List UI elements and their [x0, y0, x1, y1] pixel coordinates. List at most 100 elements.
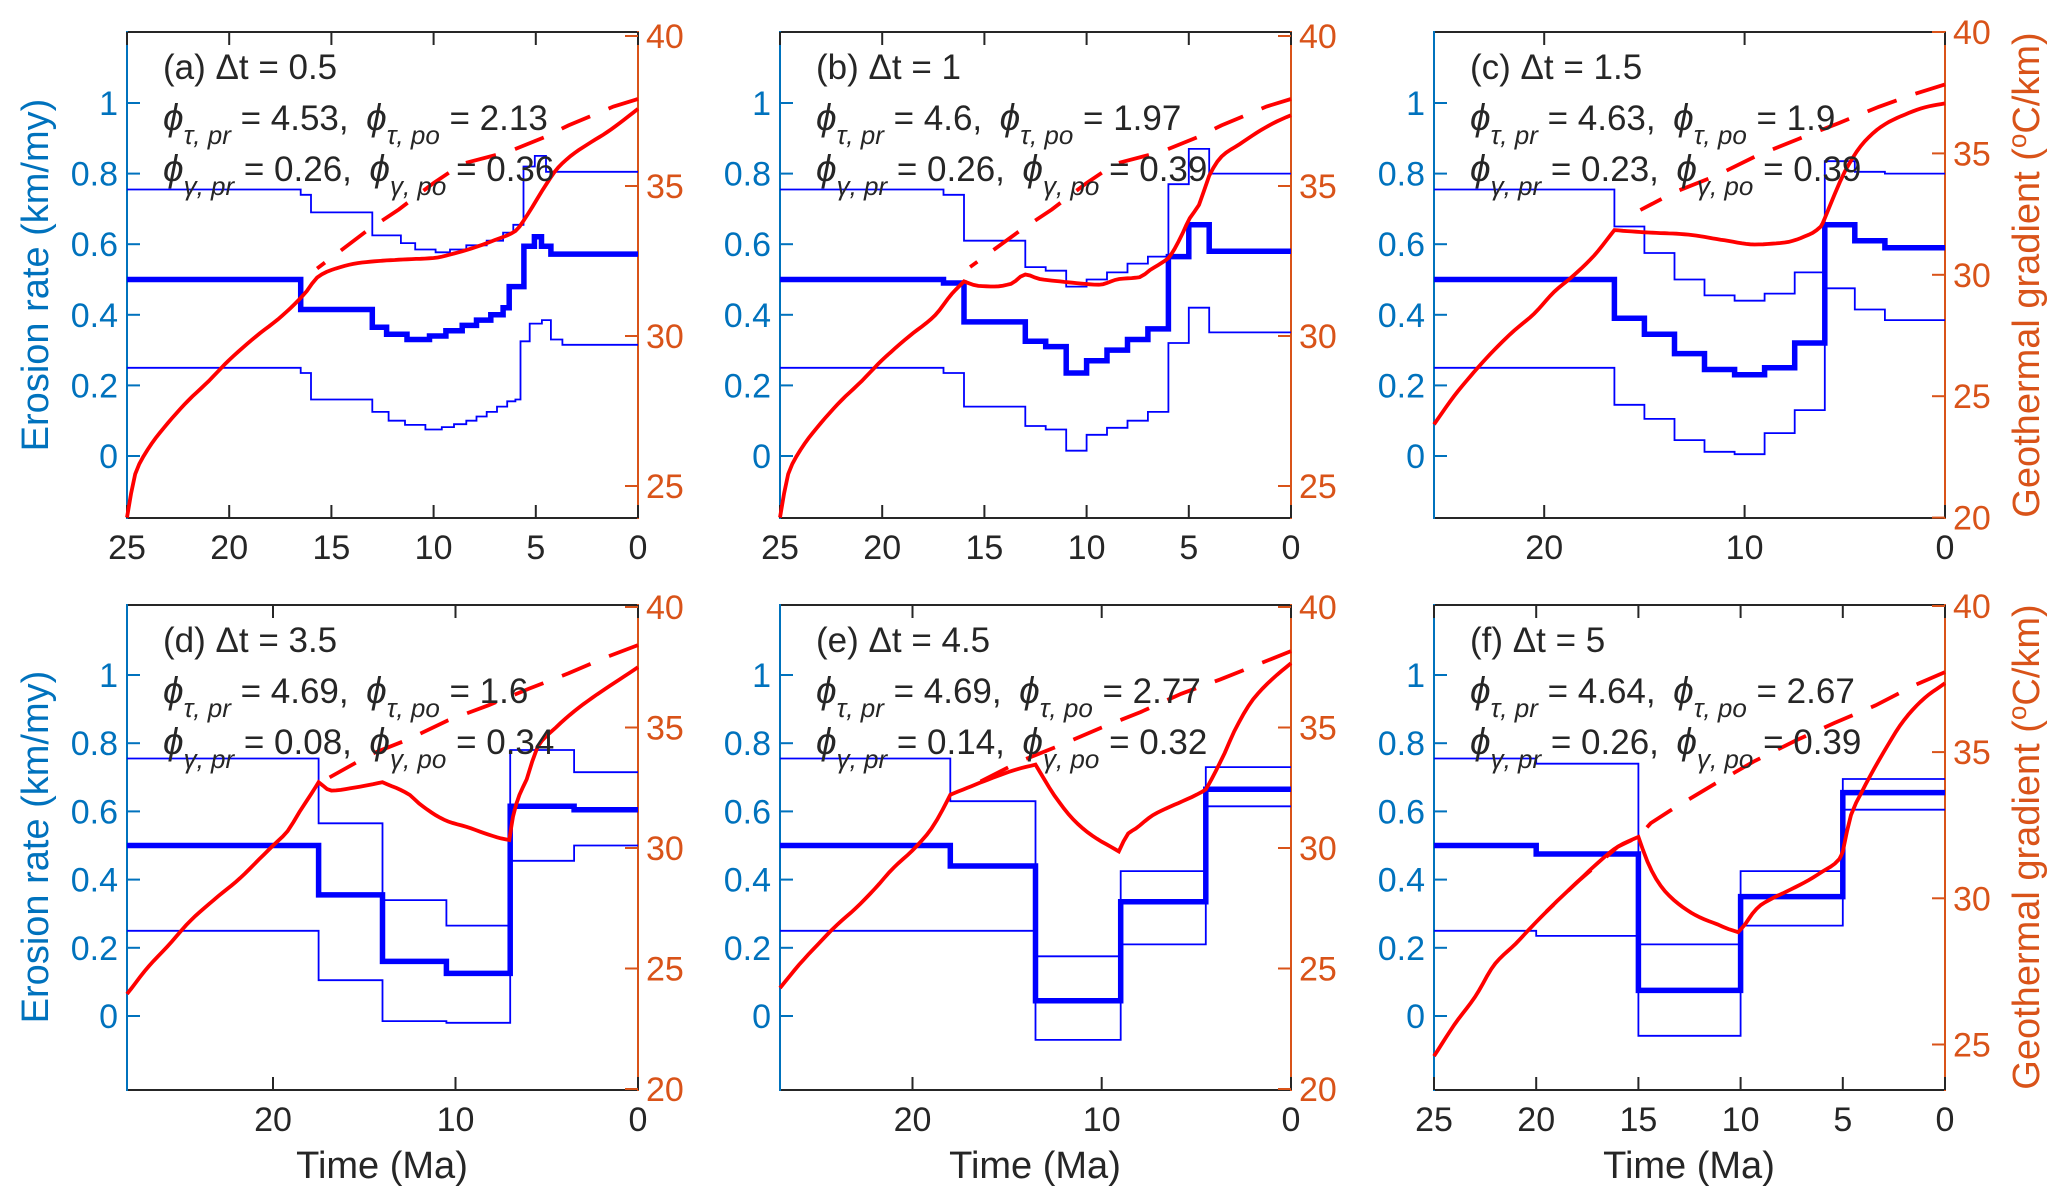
svg-text:25: 25	[108, 529, 146, 567]
svg-text:15: 15	[312, 529, 350, 567]
svg-text:25: 25	[761, 529, 799, 567]
svg-text:40: 40	[1299, 589, 1337, 627]
svg-text:25: 25	[1953, 378, 1991, 416]
svg-text:ϕτ, pr = 4.6, ϕτ, po = 1.97: ϕτ, pr = 4.6, ϕτ, po = 1.97	[816, 97, 1181, 150]
svg-text:ϕγ, pr = 0.26, ϕγ, po = 0.39: ϕγ, pr = 0.26, ϕγ, po = 0.39	[1470, 721, 1861, 774]
svg-text:0.8: 0.8	[1378, 156, 1425, 194]
svg-text:ϕγ, pr = 0.26, ϕγ, po = 0.39: ϕγ, pr = 0.26, ϕγ, po = 0.39	[816, 148, 1207, 201]
svg-text:5: 5	[526, 529, 545, 567]
svg-text:1: 1	[99, 85, 118, 123]
svg-text:0: 0	[752, 998, 771, 1036]
svg-text:0.4: 0.4	[724, 297, 771, 335]
svg-text:Time (Ma): Time (Ma)	[296, 1145, 468, 1187]
svg-text:1: 1	[752, 657, 771, 695]
svg-text:(f) Δt = 5: (f) Δt = 5	[1470, 621, 1605, 660]
svg-text:(e) Δt = 4.5: (e) Δt = 4.5	[816, 621, 990, 660]
svg-text:35: 35	[1299, 710, 1337, 748]
svg-text:Geothermal gradient (oC/km): Geothermal gradient (oC/km)	[2002, 32, 2048, 517]
svg-text:10: 10	[1722, 1101, 1760, 1139]
svg-text:15: 15	[1619, 1101, 1657, 1139]
svg-text:0: 0	[1282, 1101, 1301, 1139]
svg-text:5: 5	[1833, 1101, 1852, 1139]
svg-text:30: 30	[646, 830, 684, 868]
svg-text:(a) Δt = 0.5: (a) Δt = 0.5	[163, 48, 337, 87]
svg-text:0: 0	[1936, 1101, 1955, 1139]
svg-text:1: 1	[752, 85, 771, 123]
svg-text:0: 0	[629, 529, 648, 567]
svg-text:0.6: 0.6	[1378, 226, 1425, 264]
svg-text:0.8: 0.8	[1378, 725, 1425, 763]
svg-text:Geothermal gradient (oC/km): Geothermal gradient (oC/km)	[2002, 604, 2048, 1089]
svg-text:Erosion rate (km/my): Erosion rate (km/my)	[15, 99, 57, 452]
svg-text:20: 20	[254, 1101, 292, 1139]
svg-text:30: 30	[1953, 257, 1991, 295]
svg-text:0.4: 0.4	[724, 862, 771, 900]
svg-text:10: 10	[1083, 1101, 1121, 1139]
svg-text:ϕτ, pr = 4.69, ϕτ, po = 1.6: ϕτ, pr = 4.69, ϕτ, po = 1.6	[163, 670, 528, 723]
svg-text:0: 0	[1406, 998, 1425, 1036]
svg-text:35: 35	[1299, 168, 1337, 206]
svg-text:0.2: 0.2	[1378, 367, 1425, 405]
svg-text:ϕγ, pr = 0.26, ϕγ, po = 0.36: ϕγ, pr = 0.26, ϕγ, po = 0.36	[163, 148, 554, 201]
svg-text:25: 25	[1299, 468, 1337, 506]
svg-text:0: 0	[99, 998, 118, 1036]
svg-text:0: 0	[99, 438, 118, 476]
svg-text:10: 10	[437, 1101, 475, 1139]
svg-text:30: 30	[1953, 880, 1991, 918]
svg-text:0.2: 0.2	[724, 367, 771, 405]
svg-text:0.4: 0.4	[71, 862, 118, 900]
svg-text:1: 1	[99, 657, 118, 695]
svg-text:25: 25	[1415, 1101, 1453, 1139]
svg-text:0.4: 0.4	[1378, 862, 1425, 900]
svg-text:20: 20	[863, 529, 901, 567]
svg-text:0.2: 0.2	[71, 930, 118, 968]
svg-text:0.6: 0.6	[724, 793, 771, 831]
svg-text:20: 20	[210, 529, 248, 567]
svg-text:ϕτ, pr = 4.53, ϕτ, po = 2.13: ϕτ, pr = 4.53, ϕτ, po = 2.13	[163, 97, 548, 150]
svg-text:1: 1	[1406, 85, 1425, 123]
svg-text:0.6: 0.6	[71, 226, 118, 264]
svg-text:5: 5	[1179, 529, 1198, 567]
svg-text:0: 0	[629, 1101, 648, 1139]
svg-text:0: 0	[1406, 438, 1425, 476]
svg-text:20: 20	[894, 1101, 932, 1139]
svg-text:20: 20	[1525, 529, 1563, 567]
svg-text:ϕτ, pr = 4.69, ϕτ, po = 2.77: ϕτ, pr = 4.69, ϕτ, po = 2.77	[816, 670, 1201, 723]
svg-text:35: 35	[1953, 135, 1991, 173]
svg-text:0.6: 0.6	[1378, 793, 1425, 831]
svg-text:(c) Δt = 1.5: (c) Δt = 1.5	[1470, 48, 1642, 87]
svg-text:30: 30	[646, 318, 684, 356]
svg-text:30: 30	[1299, 830, 1337, 868]
svg-text:35: 35	[646, 168, 684, 206]
svg-text:0.2: 0.2	[724, 930, 771, 968]
svg-text:40: 40	[1953, 588, 1991, 626]
svg-text:ϕγ, pr = 0.14, ϕγ, po = 0.32: ϕγ, pr = 0.14, ϕγ, po = 0.32	[816, 721, 1207, 774]
svg-text:0.4: 0.4	[1378, 297, 1425, 335]
svg-text:25: 25	[646, 951, 684, 989]
svg-text:Time (Ma): Time (Ma)	[1603, 1145, 1775, 1187]
svg-text:40: 40	[1953, 14, 1991, 52]
svg-text:0.8: 0.8	[71, 156, 118, 194]
svg-text:25: 25	[646, 468, 684, 506]
svg-text:(b) Δt = 1: (b) Δt = 1	[816, 48, 961, 87]
svg-text:0.6: 0.6	[724, 226, 771, 264]
svg-text:0.8: 0.8	[724, 156, 771, 194]
svg-text:35: 35	[646, 710, 684, 748]
svg-text:0: 0	[1936, 529, 1955, 567]
svg-text:ϕτ, pr = 4.63, ϕτ, po = 1.9: ϕτ, pr = 4.63, ϕτ, po = 1.9	[1470, 97, 1835, 150]
svg-text:Time (Ma): Time (Ma)	[949, 1145, 1121, 1187]
svg-text:40: 40	[1299, 18, 1337, 56]
svg-text:25: 25	[1953, 1027, 1991, 1065]
svg-text:20: 20	[1953, 500, 1991, 538]
svg-text:0.4: 0.4	[71, 297, 118, 335]
svg-text:ϕγ, pr = 0.08, ϕγ, po = 0.34: ϕγ, pr = 0.08, ϕγ, po = 0.34	[163, 721, 554, 774]
svg-text:40: 40	[646, 589, 684, 627]
svg-text:25: 25	[1299, 951, 1337, 989]
svg-text:ϕγ, pr = 0.23, ϕγ, po = 0.39: ϕγ, pr = 0.23, ϕγ, po = 0.39	[1470, 148, 1861, 201]
svg-text:35: 35	[1953, 734, 1991, 772]
svg-text:(d) Δt = 3.5: (d) Δt = 3.5	[163, 621, 337, 660]
svg-text:15: 15	[965, 529, 1003, 567]
svg-text:ϕτ, pr = 4.64, ϕτ, po = 2.67: ϕτ, pr = 4.64, ϕτ, po = 2.67	[1470, 670, 1855, 723]
svg-text:0.8: 0.8	[724, 725, 771, 763]
svg-text:20: 20	[646, 1071, 684, 1109]
